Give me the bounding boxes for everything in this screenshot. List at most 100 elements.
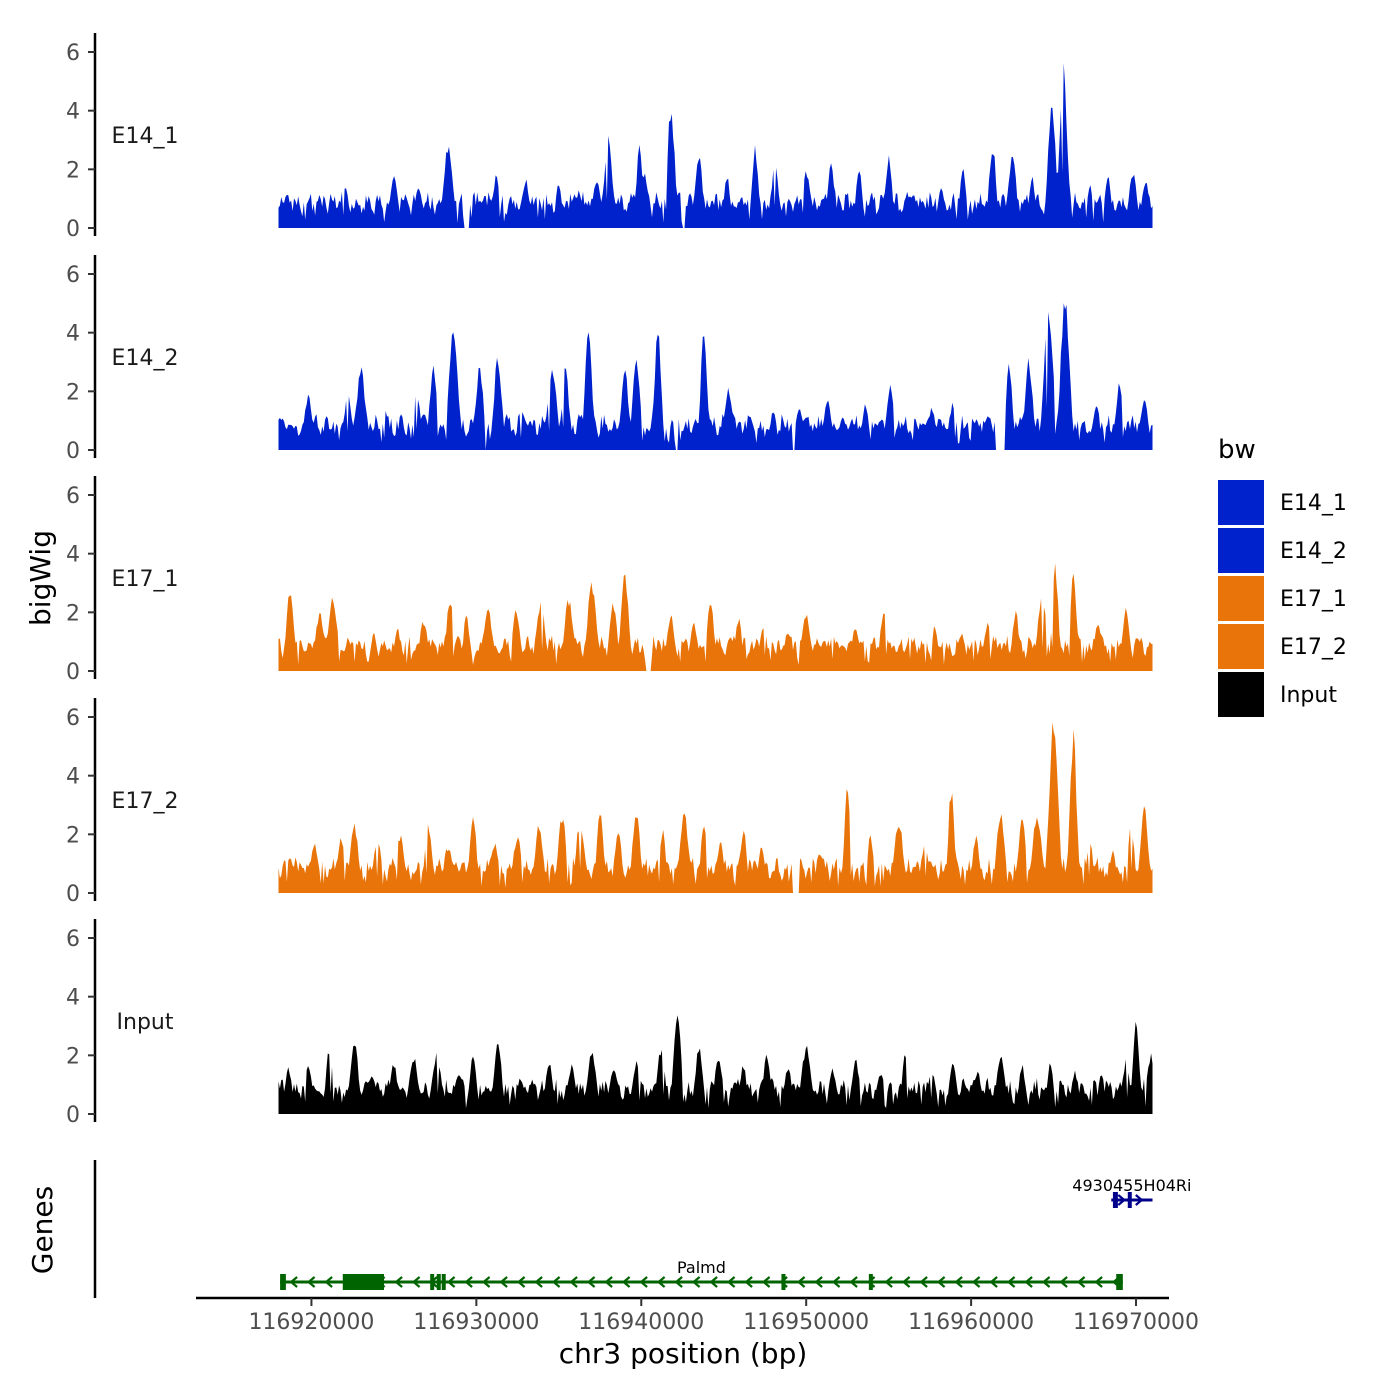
strand-arrow	[971, 1276, 981, 1288]
track-label: Input	[117, 1010, 174, 1035]
strand-arrow	[709, 1276, 718, 1288]
area-E14_2	[278, 303, 1153, 450]
x-tick-label: 116960000	[908, 1310, 1034, 1335]
strand-arrow	[761, 1276, 771, 1288]
legend-label: E17_1	[1280, 587, 1347, 612]
x-tick-label: 116970000	[1073, 1310, 1199, 1335]
track-label: E14_1	[112, 124, 179, 149]
legend-label: E17_2	[1280, 635, 1347, 660]
exon	[342, 1274, 385, 1290]
gene-4930455H04Ri: 4930455H04Ri	[1072, 1176, 1192, 1208]
strand-arrow	[639, 1276, 648, 1288]
strand-arrow	[324, 1276, 333, 1288]
track-label: E17_1	[112, 567, 179, 592]
y-tick-label: 4	[66, 986, 80, 1011]
legend-swatch	[1218, 480, 1264, 525]
genes-axis-title: Genes	[26, 1186, 59, 1274]
strand-arrow	[919, 1276, 928, 1288]
strand-arrow	[394, 1276, 403, 1288]
strand-arrow	[1006, 1276, 1016, 1288]
legend-swatch	[1218, 528, 1264, 573]
strand-arrow	[674, 1276, 683, 1288]
strand-arrow	[534, 1276, 543, 1288]
y-tick-label: 2	[66, 601, 80, 626]
strand-arrow	[744, 1276, 753, 1288]
y-tick-label: 4	[66, 322, 80, 347]
strand-arrow	[936, 1276, 946, 1288]
strand-arrow	[621, 1276, 631, 1288]
strand-arrow	[1135, 1194, 1144, 1206]
y-tick-label: 2	[66, 380, 80, 405]
strand-arrow	[884, 1276, 893, 1288]
strand-arrow	[551, 1276, 561, 1288]
strand-arrow	[989, 1276, 998, 1288]
strand-arrow	[1117, 1194, 1126, 1206]
area-E17_1	[278, 563, 1153, 671]
y-tick-label: 4	[66, 543, 80, 568]
strand-arrow	[411, 1276, 421, 1288]
track-E17_2: 0 2 4 6 E17_2	[66, 698, 1153, 907]
y-tick-label: 6	[66, 927, 80, 952]
gene-label: 4930455H04Ri	[1072, 1176, 1191, 1195]
strand-arrow	[1041, 1276, 1051, 1288]
legend-label: Input	[1280, 683, 1337, 708]
tracks: 0 2 4 6 E14_1 0 2 4 6 E14_2 0 2 4 6 E17_1 0 2 4 6 E17_2 0 2 4 6…	[66, 33, 1153, 1128]
strand-arrow	[586, 1276, 596, 1288]
area-E17_2	[278, 722, 1153, 893]
strand-arrow	[306, 1276, 316, 1288]
exon	[430, 1274, 435, 1290]
strand-arrow	[796, 1276, 806, 1288]
legend: bw E14_1 E14_2 E17_1 E17_2 Input	[1218, 435, 1347, 717]
strand-arrow	[1076, 1276, 1086, 1288]
genes-panel: 116920000 116930000 116940000 116950000 1169…	[93, 1160, 1199, 1335]
strand-arrow	[604, 1276, 613, 1288]
strand-arrow	[954, 1276, 963, 1288]
y-tick-label: 4	[66, 100, 80, 125]
strand-arrow	[831, 1276, 841, 1288]
x-axis-title: chr3 position (bp)	[559, 1337, 808, 1370]
exon	[1112, 1192, 1118, 1208]
legend-swatch	[1218, 576, 1264, 621]
exon	[441, 1274, 446, 1290]
y-tick-label: 0	[66, 439, 80, 464]
area-Input	[278, 1015, 1153, 1114]
y-tick-label: 0	[66, 882, 80, 907]
strand-arrow	[1059, 1276, 1068, 1288]
y-axis-title: bigWig	[24, 530, 57, 626]
track-Input: 0 2 4 6 Input	[66, 919, 1153, 1128]
strand-arrow	[569, 1276, 578, 1288]
y-tick-label: 0	[66, 1103, 80, 1128]
y-tick-label: 6	[66, 263, 80, 288]
y-tick-label: 2	[66, 823, 80, 848]
x-tick-label: 116920000	[248, 1310, 374, 1335]
legend-title: bw	[1218, 435, 1256, 465]
exon	[868, 1274, 873, 1290]
y-tick-label: 4	[66, 765, 80, 790]
exon	[1116, 1274, 1123, 1290]
strand-arrow	[516, 1276, 526, 1288]
legend-swatch	[1218, 624, 1264, 669]
strand-arrow	[726, 1276, 736, 1288]
y-tick-label: 6	[66, 706, 80, 731]
track-E14_1: 0 2 4 6 E14_1	[66, 33, 1153, 242]
track-E17_1: 0 2 4 6 E17_1	[66, 476, 1153, 685]
strand-arrow	[814, 1276, 823, 1288]
strand-arrow	[691, 1276, 701, 1288]
gene-Palmd: Palmd	[280, 1258, 1123, 1290]
legend-label: E14_2	[1280, 539, 1347, 564]
x-tick-label: 116940000	[578, 1310, 704, 1335]
y-tick-label: 0	[66, 217, 80, 242]
strand-arrow	[656, 1276, 666, 1288]
y-tick-label: 6	[66, 484, 80, 509]
area-E14_1	[278, 63, 1153, 228]
strand-arrow	[464, 1276, 473, 1288]
exon	[781, 1274, 786, 1290]
y-tick-label: 2	[66, 158, 80, 183]
y-tick-label: 6	[66, 41, 80, 66]
strand-arrow	[446, 1276, 456, 1288]
legend-label: E14_1	[1280, 491, 1347, 516]
gene-label: Palmd	[677, 1258, 726, 1277]
track-label: E14_2	[112, 346, 179, 371]
strand-arrow	[289, 1276, 298, 1288]
